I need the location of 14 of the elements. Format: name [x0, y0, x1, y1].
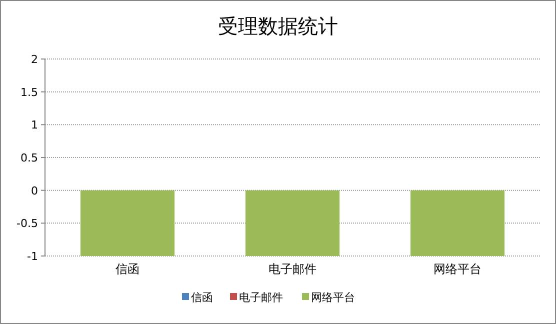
y-tick-label: 2	[31, 53, 38, 66]
y-tick-label: 0	[31, 184, 38, 198]
legend-label: 网络平台	[311, 291, 355, 304]
x-tick-label: 网络平台	[434, 262, 482, 276]
y-tick-label: -1	[27, 250, 38, 263]
y-tick-label: 1.5	[20, 86, 38, 99]
y-tick-label: -0.5	[16, 217, 38, 230]
y-tick-label: 0.5	[20, 152, 38, 164]
legend-label: 电子邮件	[239, 291, 283, 304]
x-tick-label: 信函	[116, 262, 140, 276]
chart-title: 受理数据统计	[218, 14, 338, 38]
y-tick-label: 1	[31, 118, 38, 132]
legend-label: 信函	[191, 291, 213, 304]
x-tick-label: 电子邮件	[268, 262, 316, 276]
